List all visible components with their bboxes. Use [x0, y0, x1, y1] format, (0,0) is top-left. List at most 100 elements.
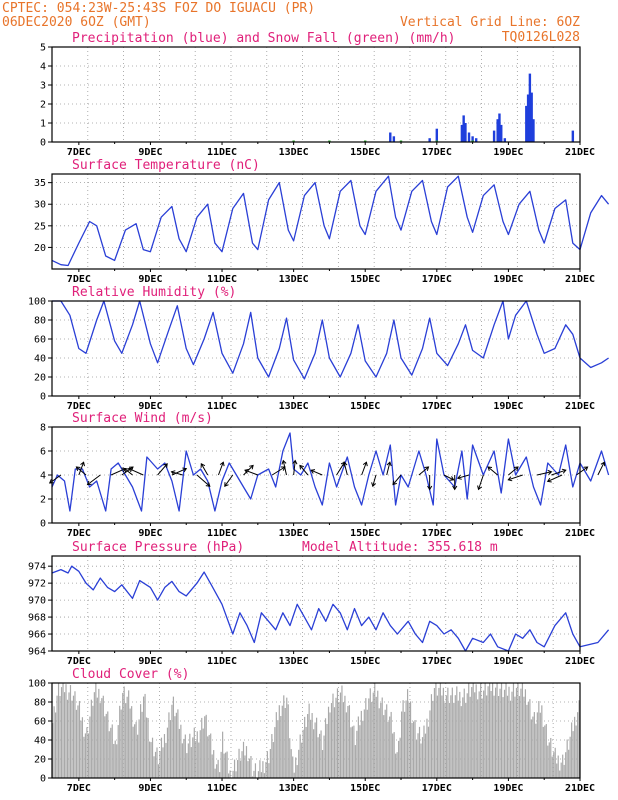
cloud-bar — [396, 752, 398, 778]
cloud-bar — [271, 734, 273, 778]
cloud-bar — [509, 700, 512, 778]
cloud-bar — [514, 696, 516, 778]
cloud-bar — [560, 762, 562, 778]
cloud-bar — [415, 739, 418, 778]
cloud-ytick-label: 40 — [34, 736, 46, 747]
cloud-ytick-label: 20 — [34, 755, 46, 766]
cloud-bar — [551, 756, 553, 778]
cloud-bar — [123, 686, 125, 778]
cloud-bar — [383, 715, 385, 778]
pres-xtick-label: 17DEC — [422, 656, 452, 667]
wind-vector — [418, 466, 429, 476]
cloud-bar — [456, 686, 458, 778]
cloud-bar — [447, 687, 449, 778]
cloud-bar — [126, 696, 128, 778]
cloud-bar — [57, 683, 60, 778]
cloud-bar — [189, 733, 191, 778]
cloud-bar — [257, 771, 260, 778]
precip-bar — [474, 138, 478, 142]
rh-ytick-label: 80 — [34, 316, 46, 327]
cloud-bar — [414, 720, 416, 778]
wind-vector — [87, 474, 101, 486]
cloud-bar — [496, 683, 498, 778]
cloud-xtick-label: 21DEC — [565, 783, 595, 794]
cloud-bar — [499, 688, 501, 778]
cloud-bar — [250, 756, 252, 778]
precip-bar — [364, 140, 367, 142]
cloud-bar — [517, 683, 519, 778]
cloud-bar — [436, 695, 439, 778]
cloud-bar — [275, 712, 277, 778]
precip-plot: 0 1 2 3 4 5 7DEC 9DEC 11DEC 13DEC 15DEC 17DEC 19DEC 2… — [40, 43, 595, 159]
cloud-bar — [424, 733, 427, 778]
cloud-bar — [575, 725, 577, 778]
cloud-bar — [503, 689, 506, 778]
wind-vector-head — [224, 482, 229, 487]
cloud-bar — [418, 726, 421, 778]
precip-bar — [528, 73, 532, 142]
cloud-bar — [489, 683, 491, 778]
cloud-bar — [463, 688, 465, 778]
cloud-title: Cloud Cover (%) — [72, 667, 189, 682]
cloud-bar — [402, 700, 404, 778]
cloud-bar — [207, 736, 209, 778]
rh-xtick-label: 13DEC — [279, 401, 309, 412]
wind-vector-head — [219, 461, 225, 467]
cloud-bar — [357, 716, 359, 778]
wind-vector-head — [244, 468, 250, 474]
cloud-bar — [263, 773, 265, 778]
precip-bar — [389, 132, 392, 142]
panel-cloud-cover: Cloud Cover (%) 0 20 40 60 80 100 7DEC 9DEC 11DE… — [28, 667, 595, 794]
precip-bar — [462, 115, 465, 142]
cloud-bar — [201, 717, 203, 778]
cloud-bar — [125, 703, 127, 778]
cloud-bar — [162, 747, 164, 778]
wind-vector-head — [249, 464, 254, 470]
cloud-bar — [505, 683, 507, 778]
cloud-bar — [442, 687, 444, 778]
panel-humidity: Relative Humidity (%) 0 20 40 60 80 100 7DEC 9D… — [28, 285, 609, 412]
cloud-bar — [353, 725, 355, 778]
cloud-bar — [572, 731, 574, 778]
cloud-bar — [529, 699, 531, 778]
cloud-bar — [378, 708, 380, 778]
cloud-bar — [305, 726, 307, 778]
cloud-bar — [287, 704, 289, 778]
cloud-bar — [527, 702, 529, 778]
pres-xtick-label: 11DEC — [207, 656, 237, 667]
cloud-xtick-label: 17DEC — [422, 783, 452, 794]
precip-ytick-label: 0 — [40, 138, 46, 149]
cloud-bar — [180, 724, 182, 778]
temp-frame — [51, 173, 581, 270]
rh-xtick-label: 9DEC — [138, 401, 162, 412]
cloud-bar — [113, 743, 115, 778]
wind-vector — [343, 462, 348, 476]
model-altitude: Model Altitude: 355.618 m — [302, 540, 498, 555]
cloud-bar — [54, 712, 57, 778]
cloud-bar — [220, 751, 222, 778]
wind-vector-head — [170, 470, 176, 476]
precip-bar — [532, 119, 535, 142]
cloud-bar — [412, 721, 415, 778]
cloud-bar — [545, 724, 547, 778]
cloud-bar — [301, 742, 303, 778]
pres-plot: 964 966 968 970 972 974 7DEC 9DEC 11DEC 13DEC 15DE… — [28, 555, 610, 667]
cloud-bar — [74, 691, 76, 778]
cloud-bar — [274, 727, 276, 778]
temp-title: Surface Temperature (nC) — [72, 158, 260, 173]
cloud-bar — [471, 687, 473, 778]
cloud-bar — [105, 713, 107, 778]
wind-vector — [576, 466, 588, 476]
cloud-bar — [544, 725, 546, 778]
cloud-bar — [444, 703, 446, 778]
wind-vector — [110, 468, 126, 476]
precip-ytick-label: 1 — [40, 119, 46, 130]
cloud-bar — [116, 744, 118, 778]
cloud-bar — [536, 712, 538, 778]
cloud-bar — [359, 725, 361, 778]
cloud-bar — [95, 683, 97, 778]
cloud-bar — [156, 747, 158, 778]
wind-plot: 0 2 4 6 8 7DEC 9DEC 11DEC 13DEC 15DEC 17DEC 19DEC 21… — [40, 423, 610, 539]
cloud-bar — [438, 687, 440, 778]
cloud-bar — [398, 740, 400, 778]
